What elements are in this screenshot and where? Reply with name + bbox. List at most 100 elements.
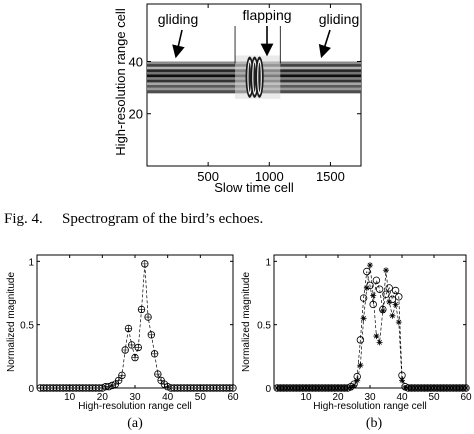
echo-band xyxy=(147,26,361,99)
data-point-star xyxy=(360,315,367,322)
data-point-star xyxy=(370,292,377,299)
data-point-star xyxy=(299,385,306,391)
data-point-star xyxy=(322,385,329,391)
data-point-star xyxy=(357,362,364,369)
data-point-star xyxy=(424,385,431,391)
data-point-star xyxy=(392,301,399,308)
panel-b: 10 20 30 40 50 60 0 0.5 1 High-resolution range … xyxy=(241,254,472,431)
data-point-star xyxy=(373,333,380,340)
panel-a-axes-frame xyxy=(36,254,234,389)
annotation-label: gliding xyxy=(158,11,198,27)
x-tick-label: 10 xyxy=(64,392,76,403)
data-point-star xyxy=(421,385,428,391)
data-point-plus xyxy=(125,325,132,332)
data-point-star xyxy=(443,385,450,391)
y-tick-label: 0 xyxy=(28,384,34,395)
spectrogram-y-label: High-resolution range cell xyxy=(113,8,128,156)
data-point-star xyxy=(367,262,373,269)
data-point-circle xyxy=(363,267,371,276)
data-point-plus xyxy=(151,350,158,358)
y-tick-label: 1 xyxy=(265,257,271,268)
data-point-star xyxy=(411,385,418,391)
data-point-plus xyxy=(128,341,136,349)
data-point-circle xyxy=(375,285,384,293)
panel-b-ticks: 10 20 30 40 50 60 0 0.5 1 xyxy=(257,255,472,403)
data-point-star xyxy=(306,385,313,391)
x-tick-label: 20 xyxy=(97,392,109,403)
data-point-star xyxy=(287,385,293,391)
data-point-star xyxy=(344,385,351,391)
x-tick-label: 50 xyxy=(195,392,207,403)
data-point-star xyxy=(290,385,297,391)
data-point-star xyxy=(437,385,444,391)
panel-b-axes-frame xyxy=(273,254,467,389)
spectrogram-x-ticks: 500 1000 1500 xyxy=(197,4,345,184)
data-point-star xyxy=(389,312,396,319)
data-point-star xyxy=(415,385,421,391)
x-tick-label: 1500 xyxy=(316,169,345,184)
data-point-plus xyxy=(154,370,162,378)
y-tick-label: 1 xyxy=(28,257,34,268)
data-point-circle xyxy=(359,294,368,302)
y-tick-label: 0 xyxy=(265,384,271,395)
data-point-star xyxy=(303,385,309,391)
data-point-star xyxy=(338,385,345,391)
data-point-plus xyxy=(134,344,142,351)
data-point-star xyxy=(341,385,348,391)
y-tick-label: 0.5 xyxy=(257,321,271,332)
panel-a-label: (a) xyxy=(127,416,143,431)
panel-a-y-label: Normalized magnitude xyxy=(6,272,17,372)
figure-number: Fig. 4. xyxy=(4,211,43,227)
x-tick-label: 40 xyxy=(396,392,408,403)
x-tick-label: 30 xyxy=(129,392,141,403)
panel-a-x-label: High-resolution range cell xyxy=(78,401,191,412)
x-tick-label: 60 xyxy=(460,392,472,403)
data-point-star xyxy=(395,319,402,326)
annotation-label: flapping xyxy=(242,7,291,23)
data-point-star xyxy=(434,385,441,391)
x-tick-label: 50 xyxy=(428,392,440,403)
data-point-star xyxy=(459,385,466,391)
data-point-circle xyxy=(382,290,390,298)
y-tick-label: 20 xyxy=(129,107,143,122)
data-point-plus xyxy=(141,260,149,268)
flapping-lobe-core xyxy=(248,62,251,92)
data-point-plus xyxy=(138,306,145,313)
data-point-star xyxy=(277,385,284,391)
data-point-plus xyxy=(118,372,126,379)
data-point-star xyxy=(386,298,393,305)
panel-b-label: (b) xyxy=(366,416,383,431)
data-point-circle xyxy=(372,276,381,285)
data-point-star xyxy=(418,385,425,391)
data-point-star xyxy=(283,385,290,391)
data-point-circle xyxy=(356,336,365,344)
x-tick-label: 30 xyxy=(364,392,376,403)
data-point-star xyxy=(453,385,460,391)
data-point-star xyxy=(363,284,370,291)
data-point-star xyxy=(331,385,338,391)
data-point-star xyxy=(335,385,341,391)
data-point-star xyxy=(293,385,300,391)
x-tick-label: 10 xyxy=(300,392,312,403)
flapping-lobe-core xyxy=(253,62,256,92)
panel-a: 10 20 30 40 50 60 0 0.5 1 High-resolution range … xyxy=(6,254,239,431)
flapping-lobe-core xyxy=(258,62,261,92)
data-point-star xyxy=(405,385,412,391)
data-point-star xyxy=(274,385,281,391)
data-point-star xyxy=(328,385,335,391)
data-point-plus xyxy=(144,313,152,321)
y-tick-label: 0.5 xyxy=(20,321,34,332)
data-point-star xyxy=(427,385,434,391)
data-point-plus xyxy=(121,346,129,354)
data-point-circle xyxy=(369,300,377,309)
panel-a-series xyxy=(36,260,237,392)
data-point-star xyxy=(431,385,437,391)
data-point-star xyxy=(296,385,303,391)
x-tick-label: 1000 xyxy=(255,169,284,184)
data-point-star xyxy=(399,377,405,384)
data-point-star xyxy=(280,385,287,391)
data-point-star xyxy=(379,307,386,314)
